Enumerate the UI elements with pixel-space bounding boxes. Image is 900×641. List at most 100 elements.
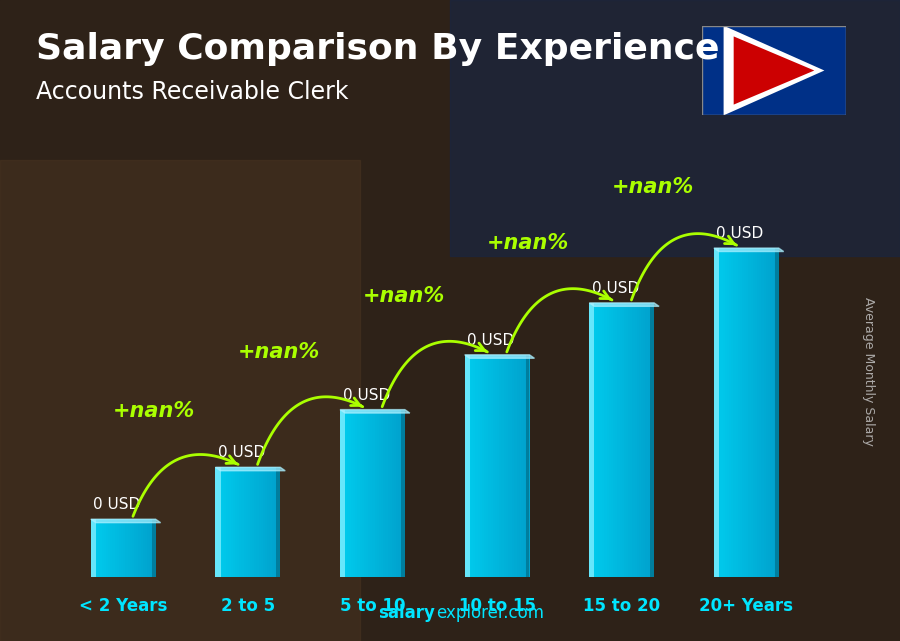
Bar [95,519,97,577]
Bar [482,355,484,577]
Bar [740,248,742,577]
Bar [598,303,600,577]
Text: 0 USD: 0 USD [716,226,764,241]
Bar [151,519,154,577]
Bar [515,355,517,577]
Bar [373,410,374,577]
Text: 5 to 10: 5 to 10 [339,597,405,615]
Polygon shape [91,519,160,522]
Bar [734,248,735,577]
Bar [229,467,230,577]
Bar [472,355,473,577]
Bar [235,467,238,577]
Bar [149,519,151,577]
Bar [641,303,644,577]
Bar [237,467,239,577]
Bar [475,355,478,577]
Bar [772,248,775,577]
Bar [775,248,778,577]
Bar [111,519,112,577]
Bar [400,410,403,577]
Bar [491,355,493,577]
Bar [639,303,642,577]
Text: 0 USD: 0 USD [592,281,639,296]
Text: +nan%: +nan% [612,178,694,197]
Bar [727,248,729,577]
Bar [139,519,140,577]
Bar [246,467,248,577]
Bar [340,410,342,577]
Bar [720,248,723,577]
Bar [608,303,611,577]
Bar [774,248,777,577]
Bar [624,303,626,577]
Bar [652,303,654,577]
Bar [91,519,96,577]
Bar [132,519,134,577]
Bar [489,355,491,577]
Bar [591,303,594,577]
Bar [611,303,613,577]
Bar [364,410,366,577]
Bar [755,248,757,577]
Bar [777,248,778,577]
Bar [255,467,256,577]
Bar [385,410,388,577]
Bar [130,519,132,577]
Bar [152,519,156,577]
Bar [751,248,753,577]
Bar [766,248,768,577]
Bar [248,467,250,577]
Bar [506,355,508,577]
Text: 20+ Years: 20+ Years [699,597,793,615]
Bar [91,519,93,577]
Bar [114,519,117,577]
Bar [402,410,405,577]
Bar [626,303,628,577]
Bar [752,248,755,577]
Text: salary: salary [378,604,435,622]
Bar [510,355,512,577]
Bar [613,303,616,577]
Bar [500,355,501,577]
Bar [508,355,510,577]
Bar [746,248,749,577]
Bar [484,355,486,577]
Bar [723,248,724,577]
Bar [230,467,233,577]
Bar [269,467,272,577]
Text: 15 to 20: 15 to 20 [583,597,661,615]
Bar [480,355,482,577]
Bar [143,519,145,577]
Bar [622,303,624,577]
Bar [100,519,102,577]
Bar [102,519,104,577]
Bar [125,519,128,577]
Bar [263,467,266,577]
Bar [97,519,100,577]
Bar [650,303,654,577]
Bar [351,410,353,577]
Bar [140,519,143,577]
Bar [154,519,156,577]
Bar [738,248,740,577]
Bar [241,467,244,577]
Text: +nan%: +nan% [113,401,195,421]
Bar [617,303,620,577]
Bar [276,467,280,577]
Bar [763,248,766,577]
Bar [401,410,405,577]
Polygon shape [215,467,285,470]
Polygon shape [464,355,535,358]
Bar [250,467,252,577]
Bar [628,303,631,577]
Bar [368,410,371,577]
Bar [478,355,480,577]
Text: 0 USD: 0 USD [218,445,266,460]
Text: 10 to 15: 10 to 15 [459,597,536,615]
Bar [379,410,382,577]
Bar [233,467,235,577]
Bar [215,467,220,577]
Text: Salary Comparison By Experience: Salary Comparison By Experience [36,32,719,66]
Bar [594,303,596,577]
